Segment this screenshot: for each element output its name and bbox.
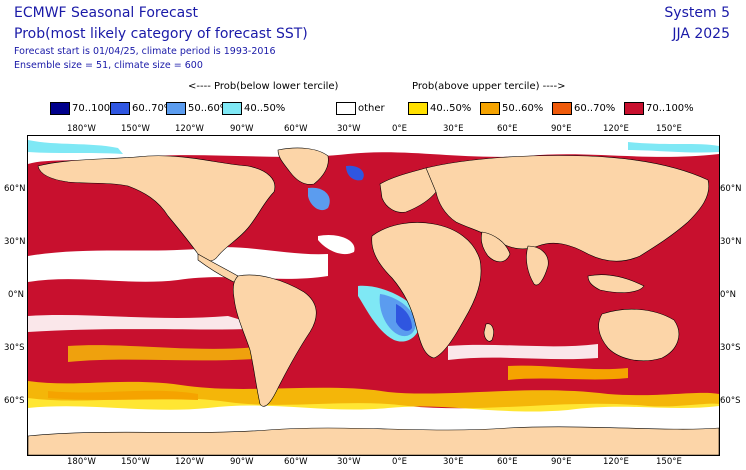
lon-tick: 0°E <box>392 457 408 467</box>
north-atlantic-cold-core <box>346 165 364 181</box>
lon-tick: 60°E <box>497 124 518 134</box>
legend-item: 50..60% <box>166 102 229 116</box>
lat-tick: 60°N <box>4 184 26 194</box>
legend-label: other <box>358 103 385 114</box>
map-subtitle: Prob(most likely category of forecast SS… <box>14 26 308 42</box>
sst-probability-map <box>27 135 720 456</box>
legend-swatch <box>222 102 242 115</box>
indonesia-land <box>587 274 645 293</box>
lon-tick: 30°W <box>337 124 361 134</box>
madagascar-land <box>483 323 494 342</box>
legend-label: 70..100% <box>646 103 694 114</box>
atlantic-cold-core <box>396 304 412 331</box>
lon-tick: 90°E <box>551 124 572 134</box>
legend-swatch <box>166 102 186 115</box>
lon-tick: 180°W <box>67 457 96 467</box>
australia-land <box>598 308 680 361</box>
legend-item: 60..70% <box>552 102 615 116</box>
arctic-cold-patch <box>28 140 123 154</box>
lon-tick: 60°W <box>284 457 308 467</box>
lon-tick: 150°E <box>656 457 682 467</box>
greenland-land <box>277 147 329 185</box>
lon-tick: 120°W <box>175 457 204 467</box>
legend-label: 70..100% <box>72 103 120 114</box>
lon-tick: 180°W <box>67 124 96 134</box>
lat-tick: 0°N <box>8 290 25 300</box>
legend-item: 60..70% <box>110 102 173 116</box>
south-america-land <box>232 274 317 407</box>
lon-tick: 60°W <box>284 124 308 134</box>
lon-tick: 120°E <box>603 457 629 467</box>
system-label: System 5 <box>664 5 730 21</box>
below-tercile-label: <---- Prob(below lower tercile) <box>188 81 339 92</box>
map-canvas <box>28 136 719 455</box>
legend-label: 60..70% <box>132 103 174 114</box>
legend-item: 50..60% <box>480 102 543 116</box>
north-america-land <box>37 155 276 262</box>
lon-tick: 0°E <box>392 124 408 134</box>
atlantic-neutral <box>318 234 355 255</box>
india-land <box>526 245 549 286</box>
africa-land <box>371 222 482 359</box>
arctic-neutral-zone <box>28 136 719 164</box>
legend-swatch <box>50 102 70 115</box>
lon-tick: 90°W <box>230 124 254 134</box>
pacific-neutral-band <box>28 247 328 282</box>
lon-tick: 120°W <box>175 124 204 134</box>
season-label: JJA 2025 <box>672 26 730 42</box>
legend-label: 40..50% <box>244 103 286 114</box>
legend-label: 60..70% <box>574 103 616 114</box>
legend-item: 70..100% <box>624 102 694 116</box>
lon-tick: 150°W <box>121 457 150 467</box>
legend-item: 70..100% <box>50 102 120 116</box>
lat-tick: 30°S <box>720 343 741 353</box>
lat-tick: 60°S <box>720 396 741 406</box>
north-atlantic-cold <box>308 187 330 211</box>
legend-swatch <box>336 102 356 115</box>
indian-orange-band <box>508 365 628 380</box>
above-tercile-label: Prob(above upper tercile) ----> <box>412 81 566 92</box>
lat-tick: 30°N <box>720 237 742 247</box>
legend-label: 40..50% <box>430 103 472 114</box>
legend-swatch <box>408 102 428 115</box>
legend-item: other <box>336 102 385 116</box>
map-title: ECMWF Seasonal Forecast <box>14 5 199 21</box>
lat-tick: 60°S <box>4 396 25 406</box>
lat-tick: 0°N <box>720 290 737 300</box>
lon-tick: 90°W <box>230 457 254 467</box>
lon-tick: 30°E <box>443 124 464 134</box>
south-pacific-warm <box>68 345 268 362</box>
lon-tick: 30°W <box>337 457 361 467</box>
legend-swatch <box>110 102 130 115</box>
legend-swatch <box>624 102 644 115</box>
lon-tick: 120°E <box>603 124 629 134</box>
lat-tick: 30°N <box>4 237 26 247</box>
legend-item: 40..50% <box>408 102 471 116</box>
lon-tick: 60°E <box>497 457 518 467</box>
legend-swatch <box>552 102 572 115</box>
forecast-info: Forecast start is 01/04/25, climate peri… <box>14 46 276 57</box>
arabia-land <box>480 231 511 263</box>
arctic-cold-patch <box>628 142 719 153</box>
legend-label: 50..60% <box>502 103 544 114</box>
lat-tick: 60°N <box>720 184 742 194</box>
south-pacific-neutral <box>28 315 268 332</box>
antarctica-land <box>28 426 719 455</box>
color-legend: 70..100% 60..70% 50..60% 40..50% other 4… <box>48 102 708 116</box>
legend-swatch <box>480 102 500 115</box>
lon-tick: 150°E <box>656 124 682 134</box>
lon-tick: 150°W <box>121 124 150 134</box>
ensemble-info: Ensemble size = 51, climate size = 600 <box>14 60 203 71</box>
lon-tick: 90°E <box>551 457 572 467</box>
asia-land <box>425 155 710 262</box>
lat-tick: 30°S <box>4 343 25 353</box>
legend-item: 40..50% <box>222 102 285 116</box>
legend-label: 50..60% <box>188 103 230 114</box>
southern-orange-band <box>48 390 198 400</box>
southern-warm-band <box>28 381 719 412</box>
indian-neutral-band <box>448 344 598 360</box>
lon-tick: 30°E <box>443 457 464 467</box>
